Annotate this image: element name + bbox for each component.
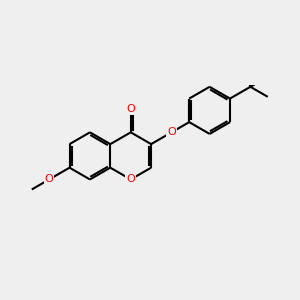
Text: O: O	[126, 174, 135, 184]
Text: O: O	[45, 174, 53, 184]
Text: O: O	[126, 104, 135, 114]
Text: O: O	[167, 127, 176, 137]
